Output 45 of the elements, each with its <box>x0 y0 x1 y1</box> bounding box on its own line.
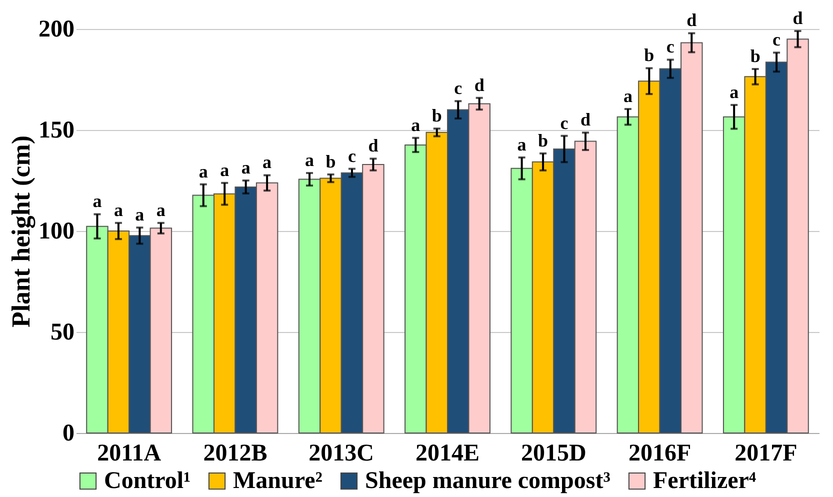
data-label: c <box>560 112 568 133</box>
data-label: b <box>644 45 654 66</box>
data-label: a <box>411 114 420 135</box>
data-label: a <box>198 161 208 182</box>
data-label: d <box>686 10 697 30</box>
data-label: b <box>538 130 548 150</box>
data-label: a <box>135 204 144 225</box>
data-label: c <box>348 146 356 166</box>
data-label: a <box>220 160 230 180</box>
data-label: d <box>792 8 803 28</box>
x-tick-label: 2016F <box>628 440 692 466</box>
data-label: d <box>368 136 378 156</box>
data-label: a <box>730 82 739 102</box>
x-tick-label: 2015D <box>520 440 586 466</box>
x-tick-label: 2013C <box>308 440 374 466</box>
y-tick-label: 150 <box>38 118 74 144</box>
x-tick-label: 2017F <box>734 440 798 466</box>
x-tick-label: 2014E <box>415 440 480 466</box>
legend-label: Sheep manure compost³ <box>365 468 610 494</box>
y-tick-label: 200 <box>38 16 74 42</box>
legend-label: Control¹ <box>104 468 191 494</box>
data-label: a <box>262 152 272 172</box>
data-label: a <box>156 200 166 220</box>
legend-label: Fertilizer⁴ <box>653 468 756 494</box>
y-tick-label: 50 <box>50 320 74 346</box>
data-label: a <box>241 158 250 178</box>
y-tick-label: 100 <box>38 218 74 244</box>
x-tick-label: 2012B <box>203 440 268 466</box>
data-label: d <box>474 74 484 95</box>
data-label: a <box>114 200 123 220</box>
y-axis-title: Plant height (cm) <box>6 135 36 328</box>
data-label: a <box>92 191 102 212</box>
data-label: b <box>750 46 760 66</box>
data-label: a <box>305 150 314 170</box>
data-label: d <box>580 110 590 130</box>
data-label: c <box>454 78 462 98</box>
legend-label: Manure² <box>233 468 322 494</box>
data-label: b <box>432 106 442 126</box>
data-label: c <box>666 36 674 57</box>
data-label: a <box>623 86 632 106</box>
data-label: c <box>772 30 781 50</box>
data-label: b <box>326 151 336 172</box>
x-tick-label: 2011A <box>97 440 162 466</box>
data-label: a <box>517 134 526 154</box>
y-tick-label: 0 <box>62 420 74 446</box>
